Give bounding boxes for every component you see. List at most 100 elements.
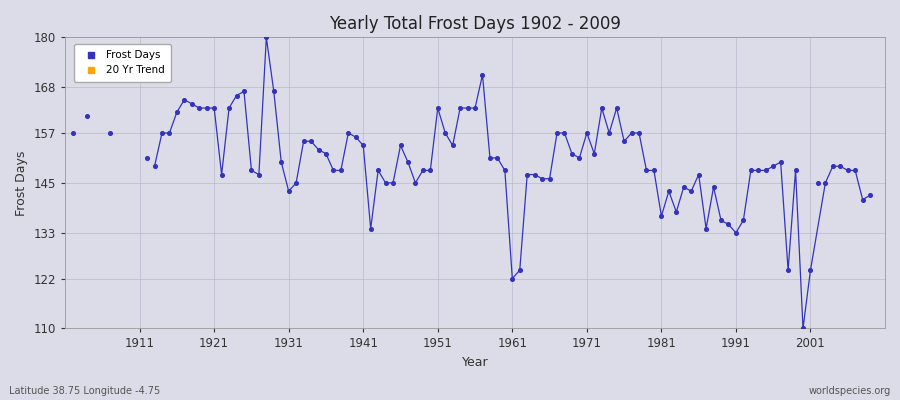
Point <box>684 188 698 194</box>
Point <box>230 92 244 99</box>
Point <box>393 142 408 149</box>
Point <box>572 155 587 161</box>
Point <box>416 167 430 174</box>
Point <box>825 163 840 170</box>
Point <box>505 275 519 282</box>
Point <box>699 226 714 232</box>
Text: worldspecies.org: worldspecies.org <box>809 386 891 396</box>
Point <box>491 155 505 161</box>
Point <box>386 180 400 186</box>
Point <box>863 192 878 198</box>
Point <box>222 105 237 111</box>
Point <box>66 130 80 136</box>
Point <box>200 105 214 111</box>
Point <box>796 325 810 332</box>
Point <box>587 150 601 157</box>
Point <box>348 134 363 140</box>
Point <box>311 146 326 153</box>
Point <box>438 130 453 136</box>
Point <box>759 167 773 174</box>
Point <box>446 142 460 149</box>
Point <box>356 142 371 149</box>
Point <box>743 167 758 174</box>
Point <box>736 217 751 224</box>
Point <box>773 159 788 165</box>
Point <box>207 105 221 111</box>
Point <box>282 188 296 194</box>
Point <box>595 105 609 111</box>
Point <box>430 105 445 111</box>
Point <box>274 159 288 165</box>
Point <box>423 167 437 174</box>
Point <box>148 163 162 170</box>
Point <box>811 180 825 186</box>
Point <box>662 188 676 194</box>
Point <box>729 230 743 236</box>
Point <box>625 130 639 136</box>
Point <box>319 150 333 157</box>
Point <box>632 130 646 136</box>
Point <box>639 167 653 174</box>
Point <box>80 113 94 120</box>
Point <box>341 130 356 136</box>
Legend: Frost Days, 20 Yr Trend: Frost Days, 20 Yr Trend <box>75 44 171 82</box>
Point <box>654 213 669 219</box>
Point <box>804 267 818 274</box>
Point <box>609 105 624 111</box>
Point <box>564 150 579 157</box>
Point <box>192 105 206 111</box>
Point <box>453 105 467 111</box>
Point <box>848 167 862 174</box>
Point <box>400 159 415 165</box>
Point <box>752 167 766 174</box>
Point <box>781 267 796 274</box>
Point <box>557 130 572 136</box>
Point <box>296 138 310 144</box>
Point <box>833 163 848 170</box>
Point <box>616 138 631 144</box>
Point <box>602 130 616 136</box>
Point <box>170 109 184 115</box>
Point <box>482 155 497 161</box>
Point <box>475 72 490 78</box>
Point <box>691 171 706 178</box>
Text: Latitude 38.75 Longitude -4.75: Latitude 38.75 Longitude -4.75 <box>9 386 160 396</box>
Point <box>580 130 594 136</box>
Point <box>214 171 229 178</box>
Point <box>706 184 721 190</box>
Point <box>326 167 340 174</box>
Point <box>304 138 319 144</box>
Point <box>714 217 728 224</box>
Point <box>535 176 549 182</box>
Point <box>461 105 475 111</box>
Point <box>550 130 564 136</box>
Point <box>184 101 199 107</box>
Point <box>364 226 378 232</box>
Point <box>177 96 192 103</box>
Point <box>647 167 662 174</box>
Point <box>527 171 542 178</box>
Point <box>721 221 735 228</box>
Y-axis label: Frost Days: Frost Days <box>15 150 28 216</box>
Title: Yearly Total Frost Days 1902 - 2009: Yearly Total Frost Days 1902 - 2009 <box>329 15 621 33</box>
Point <box>468 105 482 111</box>
Point <box>289 180 303 186</box>
Point <box>252 171 266 178</box>
Point <box>513 267 527 274</box>
Point <box>266 88 281 94</box>
Point <box>543 176 557 182</box>
Point <box>103 130 117 136</box>
Point <box>766 163 780 170</box>
Point <box>334 167 348 174</box>
Point <box>409 180 423 186</box>
Point <box>788 167 803 174</box>
Point <box>520 171 535 178</box>
Point <box>841 167 855 174</box>
Point <box>818 180 832 186</box>
Point <box>244 167 258 174</box>
Point <box>669 209 683 215</box>
Point <box>371 167 385 174</box>
Point <box>855 196 869 203</box>
Point <box>237 88 251 94</box>
Point <box>259 34 274 40</box>
